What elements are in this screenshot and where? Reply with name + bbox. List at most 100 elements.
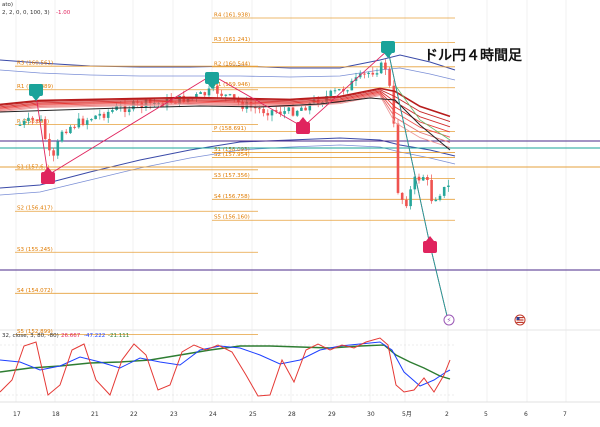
x-tick-label: 29	[328, 411, 336, 418]
candle-body	[304, 107, 307, 111]
prev-pivot-label: S2 (156.417)	[17, 206, 53, 212]
marker-trough-2-body	[296, 122, 310, 134]
osc-line-red	[0, 337, 451, 397]
candle-body	[127, 109, 131, 113]
candle-body	[186, 98, 190, 103]
oscillator-value-red: 26.667	[61, 333, 81, 339]
pivot-label: S3 (157.356)	[214, 173, 250, 179]
x-tick-label: 2	[445, 411, 449, 418]
pivot-label: R1 (159.946)	[214, 82, 250, 88]
marker-trough-3	[423, 236, 437, 253]
x-tick-label: 5月	[402, 411, 412, 418]
candle-body	[64, 131, 68, 134]
candle-body	[325, 96, 328, 103]
header-line2: 2, 2, 0, 0, 100, 3)	[2, 10, 50, 16]
candle-body	[291, 107, 295, 116]
candle-body	[337, 89, 341, 91]
candle-body	[430, 179, 433, 202]
event-icon-us-flag[interactable]	[514, 314, 526, 326]
candle-body	[258, 108, 261, 110]
candle-body	[161, 102, 165, 107]
header-line1: ato)	[2, 2, 13, 8]
candle-body	[409, 189, 412, 207]
marker-peak-3-tip	[384, 53, 392, 58]
candle-body	[396, 123, 400, 193]
candle-body	[405, 199, 408, 207]
candle-body	[379, 62, 383, 74]
marker-trough-2-tip	[299, 117, 307, 122]
candle-body	[426, 177, 429, 180]
marker-trough-3-body	[423, 241, 437, 253]
candle-body	[262, 108, 265, 114]
candle-body	[207, 88, 211, 96]
x-tick-label: 30	[367, 411, 375, 418]
candle-body	[421, 177, 425, 181]
candle-body	[253, 107, 257, 109]
x-tick-label: 21	[91, 411, 99, 418]
chart-title: ドル円４時間足	[424, 47, 523, 64]
candle-body	[442, 186, 446, 196]
x-tick-label: 5	[484, 411, 488, 418]
pivot-label: S1 (158.093)	[214, 147, 250, 153]
marker-peak-1-tip	[32, 96, 40, 101]
x-tick-label: 25	[249, 411, 257, 418]
x-tick-label: 17	[13, 411, 21, 418]
candle-body	[266, 113, 270, 116]
marker-peak-2-body	[205, 72, 219, 84]
candle-body	[300, 107, 303, 111]
candle-body	[85, 120, 89, 125]
x-tick-label: 24	[209, 411, 217, 418]
candle-body	[308, 102, 312, 111]
pivot-label: R2 (160.544)	[214, 61, 250, 67]
candle-body	[438, 195, 442, 200]
candle-body	[27, 117, 30, 121]
candle-body	[199, 92, 202, 95]
prev-pivot-label: P (158.892)	[17, 119, 49, 125]
pivot-label: S2 (157.954)	[214, 152, 250, 158]
candle-body	[22, 120, 26, 125]
candle-body	[329, 90, 333, 97]
marker-peak-1-body	[29, 84, 43, 96]
candle-body	[39, 119, 43, 121]
candle-body	[94, 115, 97, 120]
ma-fan-line	[394, 84, 451, 141]
candle-body	[447, 185, 450, 187]
pivot-label: S5 (156.160)	[214, 215, 250, 221]
ma-ribbon-line	[0, 89, 451, 123]
candle-body	[106, 111, 110, 118]
event-icon-info[interactable]: ⚡	[443, 314, 455, 326]
candle-body	[270, 110, 274, 116]
candle-body	[81, 118, 85, 125]
upper-band-inner	[0, 67, 456, 81]
svg-text:⚡: ⚡	[447, 317, 452, 325]
candle-body	[375, 73, 379, 75]
candle-body	[434, 199, 438, 202]
prev-pivot-label: S5 (152.899)	[17, 329, 53, 335]
prev-pivot-label: R3 (160.561)	[17, 61, 53, 67]
candle-body	[203, 92, 207, 96]
candle-body	[274, 110, 278, 112]
x-tick-label: 18	[52, 411, 60, 418]
candle-body	[400, 192, 404, 200]
marker-trough-1-tip	[44, 167, 52, 172]
candle-body	[279, 111, 282, 114]
candle-body	[333, 90, 337, 92]
candle-body	[123, 105, 127, 113]
candle-body	[371, 72, 375, 75]
candle-body	[363, 73, 366, 75]
ma-ribbon-line	[0, 87, 451, 118]
marker-trough-3-tip	[426, 236, 434, 241]
candle-body	[367, 72, 370, 75]
candle-body	[31, 117, 34, 120]
candle-body	[228, 94, 232, 96]
marker-trough-1	[41, 167, 55, 184]
candle-body	[195, 94, 198, 98]
candle-body	[52, 150, 55, 156]
candle-body	[73, 126, 76, 128]
ma-ribbon-line	[0, 95, 451, 149]
candle-body	[56, 141, 60, 156]
x-tick-label: 23	[170, 411, 178, 418]
marker-peak-1	[29, 84, 43, 101]
candle-body	[98, 113, 102, 116]
